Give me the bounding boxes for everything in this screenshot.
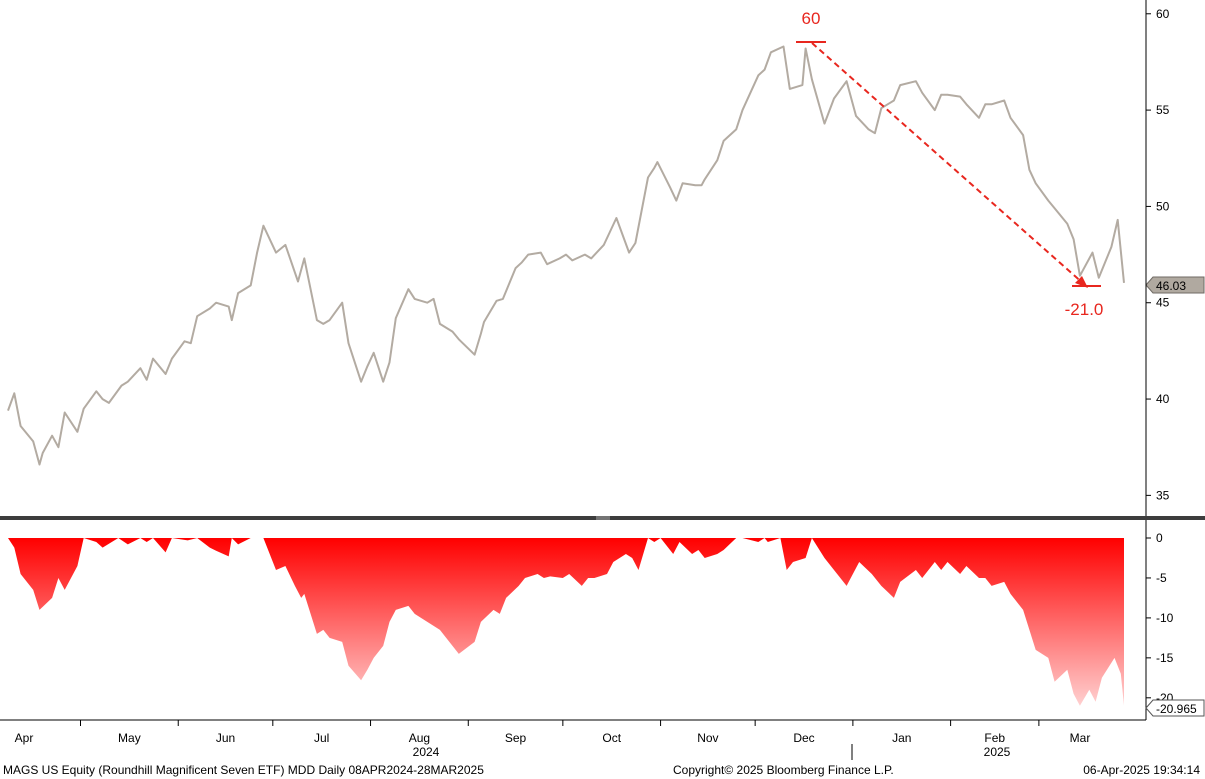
price-y-tick-label: 55 [1156,103,1170,117]
price-last-value-tag: 46.03 [1145,276,1205,294]
price-y-tick-label: 35 [1156,488,1170,502]
x-month-label: Jun [216,731,235,745]
x-month-label: Sep [505,731,527,745]
x-month-label: Dec [793,731,814,745]
drawdown-annotation: 60 -21.0 [796,9,1103,319]
price-panel: 35 40 45 50 55 60 60 -21.0 46.03 [7,7,1205,502]
panel-divider[interactable] [0,516,1205,520]
x-year-label: 2024 [413,745,440,759]
drawdown-label: -21.0 [1065,300,1104,319]
price-last-value: 46.03 [1156,279,1186,293]
price-y-tick-label: 45 [1156,296,1170,310]
x-month-label: Feb [984,731,1005,745]
drawdown-y-axis: 0-5-10-15-20 [1146,531,1174,705]
footer-copyright: Copyright© 2025 Bloomberg Finance L.P. [673,763,894,777]
footer-timestamp: 06-Apr-2025 19:34:14 [1083,763,1200,777]
drawdown-last-value-tag: -20.965 [1145,699,1205,717]
peak-label: 60 [802,9,821,28]
x-month-label: Jul [314,731,329,745]
price-y-tick-label: 50 [1156,199,1170,213]
drawdown-area [8,538,1124,706]
x-month-label: Apr [15,731,34,745]
drawdown-y-tick-label: -5 [1156,571,1167,585]
x-axis: Apr May Jun Jul Aug Sep Oct Nov Dec Jan Feb Mar 2024… [15,720,1091,759]
x-month-label: Oct [602,731,621,745]
drawdown-last-value: -20.965 [1156,702,1197,716]
price-y-tick-label: 40 [1156,392,1170,406]
x-month-label: Nov [697,731,718,745]
x-month-label: Jan [892,731,911,745]
drawdown-panel: 0-5-10-15-20 -20.965 [8,531,1205,717]
x-month-label: Aug [409,731,430,745]
drawdown-arrow-line [811,42,1086,286]
price-series-line [7,45,1125,466]
price-y-tick-label: 60 [1156,7,1170,21]
drawdown-y-tick-label: -10 [1156,611,1174,625]
x-year-label: 2025 [984,745,1011,759]
price-y-axis: 35 40 45 50 55 60 [1146,7,1170,502]
drawdown-y-tick-label: -15 [1156,651,1174,665]
footer-security-description: MAGS US Equity (Roundhill Magnificent Se… [3,763,484,777]
x-month-label: May [118,731,141,745]
x-month-label: Mar [1070,731,1091,745]
drawdown-y-tick-label: 0 [1156,531,1163,545]
